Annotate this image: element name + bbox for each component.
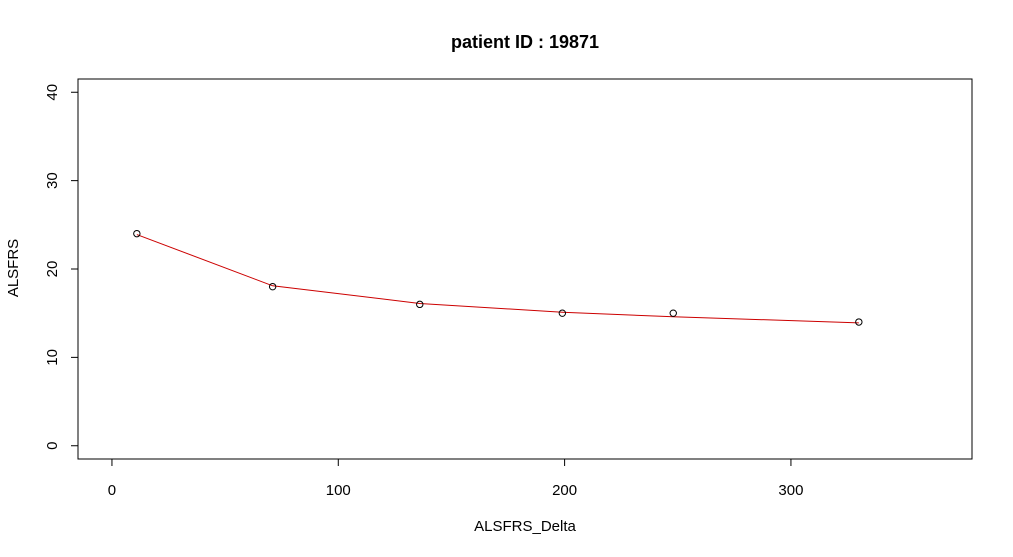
data-point — [416, 300, 424, 309]
data-point — [669, 309, 677, 317]
x-tick-label: 100 — [326, 482, 351, 499]
data-point — [268, 282, 277, 291]
y-tick-label: 30 — [44, 172, 61, 189]
series-line — [136, 234, 859, 324]
y-axis: 0 10 20 30 40 — [44, 84, 79, 450]
y-tick-label: 0 — [44, 442, 61, 450]
x-tick-label: 200 — [552, 482, 577, 499]
x-tick-label: 0 — [108, 482, 116, 499]
plot-frame — [77, 78, 973, 460]
data-point — [558, 309, 567, 317]
data-point — [133, 229, 141, 238]
y-tick-label: 40 — [44, 84, 61, 101]
data-point — [855, 318, 863, 326]
x-tick-label: 300 — [778, 482, 803, 499]
chart-title: patient ID : 19871 — [451, 32, 599, 52]
y-tick-label: 20 — [44, 261, 61, 278]
y-axis-label: ALSFRS — [5, 239, 22, 297]
x-axis: 0 100 200 300 — [108, 458, 803, 499]
x-axis-label: ALSFRS_Delta — [474, 518, 576, 535]
y-tick-label: 10 — [44, 349, 61, 366]
data-points — [133, 229, 863, 326]
